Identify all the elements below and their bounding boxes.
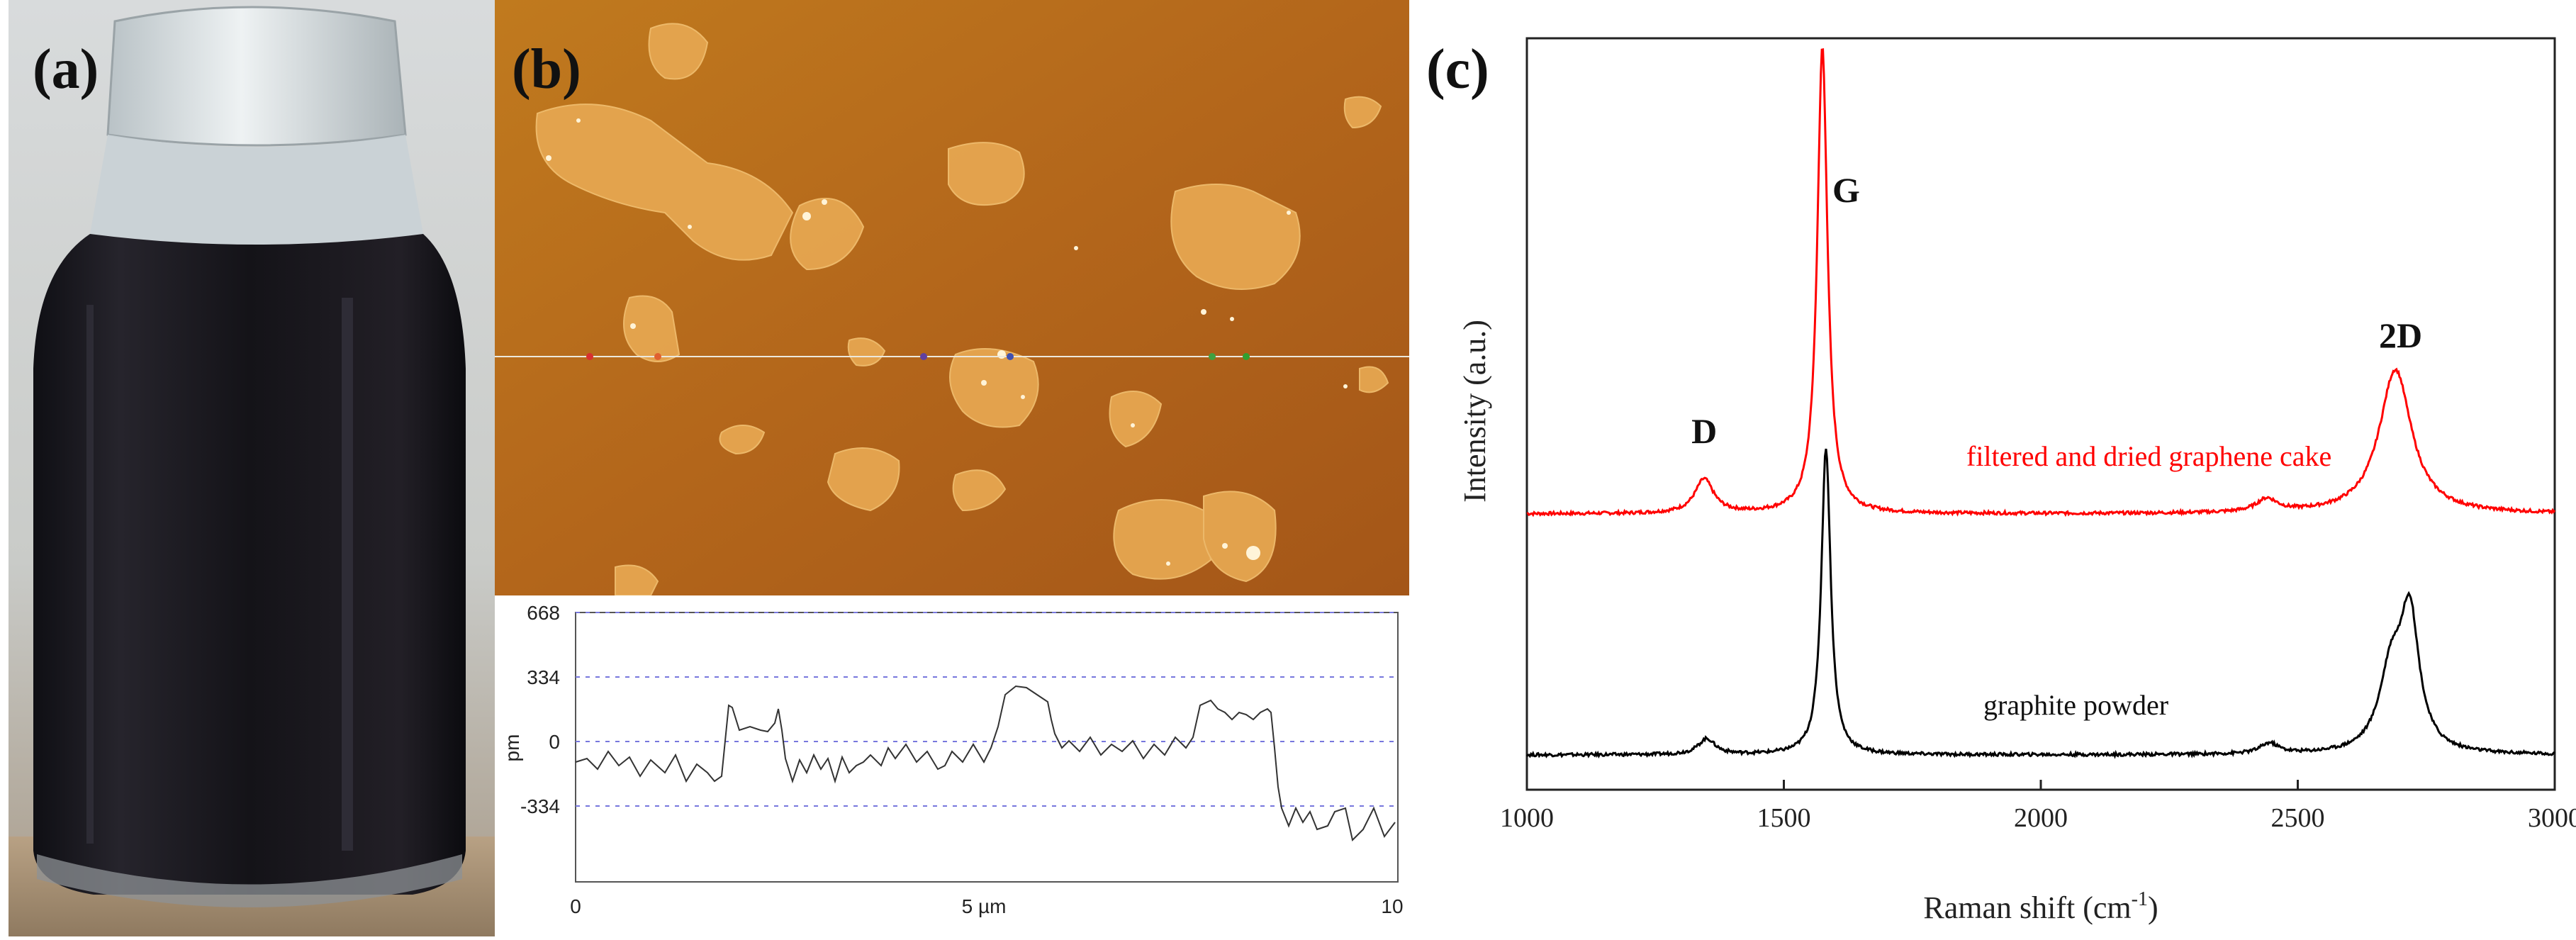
jar-photo-illustration [9,0,495,936]
profile-x-tick: 10 [1381,895,1403,917]
peak-label-2d: 2D [2379,315,2422,355]
raman-chart: 1000 1500 2000 2500 3000 D G 2D Raman shift (c… [1457,37,2576,925]
peak-label-d: D [1691,411,1717,451]
panel-b-label: (b) [512,38,581,101]
panel-c-raman: 1000 1500 2000 2500 3000 D G 2D Raman shift (c… [1418,0,2576,936]
series-line-graphite [1525,448,2555,759]
profile-y-unit: pm [501,734,523,762]
panel-b-afm: (b) 668 334 0 -334 pm 0 5 µm 10 [495,0,1409,936]
x-axis-ticks: 1000 1500 2000 2500 3000 [1500,780,2576,833]
y-axis-title: Intensity (a.u.) [1457,320,1492,503]
x-axis-title: Raman shift (cm-1) [1923,888,2158,925]
height-profile-trace [575,685,1396,841]
height-profile-plot: 668 334 0 -334 pm 0 5 µm 10 [501,602,1404,917]
profile-y-tick: 668 [527,602,560,624]
series-layer [1525,47,2556,759]
series-line-graphene [1526,47,2556,517]
x-tick-label: 3000 [2528,803,2576,833]
profile-y-tick: 334 [527,666,560,688]
profile-y-tick: 0 [549,731,560,753]
x-tick-label: 2500 [2271,803,2325,833]
x-tick-label: 1500 [1757,803,1811,833]
profile-x-tick: 5 µm [962,895,1007,917]
panel-a-photo: (a) [9,0,495,936]
panel-c-label: (c) [1426,38,1489,101]
x-axis-title-end: ) [2148,890,2158,925]
plot-area [1525,37,2556,791]
x-axis-title-text: Raman shift (cm [1923,890,2131,925]
peak-labels: D G 2D [1691,170,2422,451]
profile-x-tick: 0 [570,895,581,917]
x-tick-label: 2000 [2014,803,2068,833]
x-axis-title-sup: -1 [2132,888,2148,910]
series-label-graphene: filtered and dried graphene cake [1966,440,2331,472]
profile-markers [586,353,1250,360]
peak-label-g: G [1832,170,1860,210]
panel-a-label: (a) [33,38,99,101]
series-label-graphite: graphite powder [1983,689,2168,721]
afm-topography-image [495,0,1409,595]
x-tick-label: 1000 [1500,803,1554,833]
profile-y-tick: -334 [520,795,560,817]
